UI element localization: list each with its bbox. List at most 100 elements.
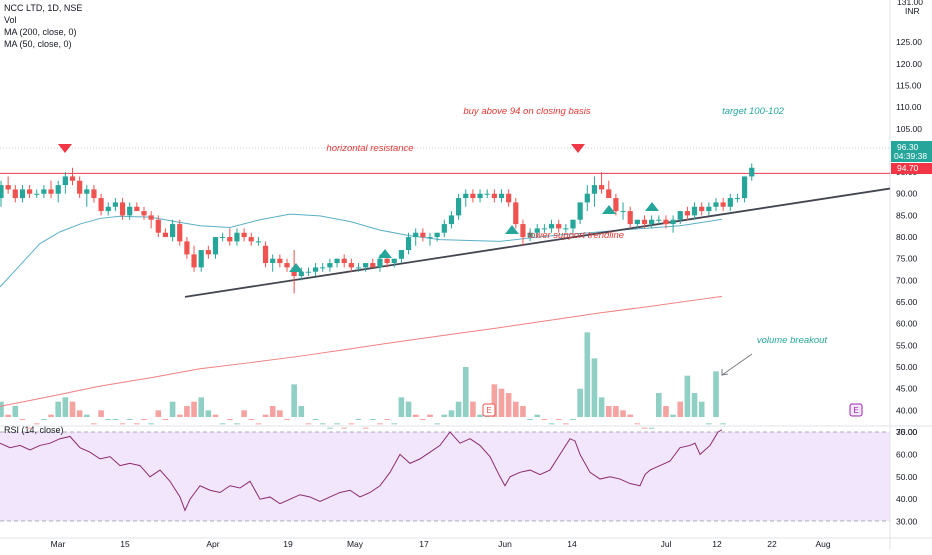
time-axis-label: Jun bbox=[498, 539, 512, 549]
volume-bar bbox=[219, 423, 226, 425]
volume-bar bbox=[191, 401, 197, 417]
candle-body bbox=[691, 206, 698, 216]
resistance-price-value: 94.70 bbox=[897, 163, 919, 173]
rsi-legend-label[interactable]: RSI (14, close) bbox=[4, 425, 64, 435]
rsi-axis-tick: 60.00 bbox=[896, 449, 918, 459]
volume-bar bbox=[648, 427, 655, 429]
volume-bar bbox=[334, 423, 340, 425]
candle-body bbox=[270, 258, 276, 264]
legend-symbol[interactable]: NCC LTD, 1D, NSE bbox=[4, 3, 83, 13]
volume-bar bbox=[0, 401, 4, 417]
volume-bar bbox=[462, 367, 469, 417]
candle-body bbox=[548, 224, 555, 229]
volume-bar bbox=[706, 423, 712, 425]
candle-body bbox=[527, 232, 533, 238]
support-touch-marker bbox=[289, 263, 303, 272]
candle-body bbox=[112, 202, 118, 207]
volume-bar bbox=[398, 397, 405, 417]
candle-body bbox=[341, 258, 347, 264]
legend-volume[interactable]: Vol bbox=[4, 15, 17, 25]
time-axis-label: Aug bbox=[815, 539, 830, 549]
time-axis-label: Jul bbox=[661, 539, 672, 549]
candle-body bbox=[334, 258, 340, 264]
volume-bar bbox=[119, 423, 126, 425]
price-axis-tick: 120.00 bbox=[896, 59, 922, 69]
volume-bar bbox=[412, 414, 419, 417]
candle-body bbox=[591, 185, 598, 194]
candle-body bbox=[384, 258, 390, 264]
resistance-touch-marker bbox=[571, 144, 585, 153]
candle-body bbox=[420, 232, 426, 238]
time-axis-label: May bbox=[347, 539, 364, 549]
time-axis-label: 22 bbox=[767, 539, 777, 549]
candle-body bbox=[391, 258, 397, 264]
volume-bar bbox=[370, 419, 376, 421]
volume-bar bbox=[19, 419, 26, 421]
candle-body bbox=[162, 232, 169, 238]
candle-body bbox=[19, 189, 26, 199]
volume-bar bbox=[176, 414, 183, 417]
volume-bar bbox=[241, 410, 247, 417]
volume-bar bbox=[327, 427, 333, 429]
target-note: target 100-102 bbox=[722, 106, 785, 117]
volume-bar bbox=[520, 406, 526, 417]
candle-body bbox=[534, 228, 540, 233]
candle-body bbox=[448, 215, 455, 225]
volume-bar bbox=[591, 358, 598, 417]
candle-body bbox=[470, 193, 476, 199]
volume-bar bbox=[48, 414, 54, 417]
time-axis-label: Mar bbox=[51, 539, 66, 549]
candle-body bbox=[0, 185, 4, 199]
volume-bar bbox=[255, 423, 262, 425]
candle-body bbox=[170, 224, 176, 238]
volume-bar bbox=[269, 406, 276, 417]
volume-bar bbox=[305, 423, 312, 425]
volume-bar bbox=[341, 427, 347, 429]
volume-bar bbox=[98, 410, 104, 417]
candle-body bbox=[370, 263, 376, 268]
price-axis-tick: 90.00 bbox=[896, 189, 918, 199]
rsi-axis-tick: 30.00 bbox=[896, 517, 918, 527]
chart-legend: NCC LTD, 1D, NSE Vol MA (200, close, 0) … bbox=[4, 2, 82, 50]
volume-bar bbox=[76, 410, 83, 417]
candle-body bbox=[77, 180, 83, 194]
volume-bar bbox=[548, 423, 555, 425]
volume-bar bbox=[670, 414, 676, 417]
candle-body bbox=[699, 206, 705, 212]
candle-body bbox=[463, 193, 469, 199]
candle-body bbox=[234, 232, 240, 242]
volume-bar bbox=[41, 419, 47, 421]
candle-body bbox=[105, 206, 111, 212]
volume-bar bbox=[198, 397, 204, 417]
candle-body bbox=[69, 176, 76, 181]
volume-bar bbox=[491, 384, 498, 417]
resistance-touch-marker bbox=[58, 144, 72, 153]
candle-body bbox=[177, 224, 183, 242]
earnings-event-marker[interactable] bbox=[482, 403, 496, 417]
candle-body bbox=[577, 202, 583, 220]
earnings-event-marker[interactable] bbox=[849, 403, 863, 417]
price-axis-tick-top: 131.00 bbox=[897, 0, 923, 7]
candle-body bbox=[48, 189, 54, 194]
volume-bar bbox=[162, 419, 169, 421]
candle-body bbox=[427, 237, 433, 239]
candle-body bbox=[627, 211, 633, 225]
candle-body bbox=[620, 211, 626, 213]
volume-bar bbox=[513, 401, 519, 417]
candle-body bbox=[248, 237, 254, 242]
legend-ma50[interactable]: MA (50, close, 0) bbox=[4, 39, 72, 49]
support-trendline[interactable] bbox=[184, 187, 891, 298]
volume-bar bbox=[627, 414, 633, 417]
legend-ma200[interactable]: MA (200, close, 0) bbox=[4, 27, 77, 37]
candle-body bbox=[62, 176, 68, 186]
candle-body bbox=[506, 193, 512, 203]
price-axis-tick: 80.00 bbox=[896, 232, 918, 242]
volume-bar bbox=[641, 427, 648, 429]
volume-bar bbox=[598, 397, 605, 417]
candle-body bbox=[127, 206, 133, 216]
volume-bar bbox=[470, 401, 476, 417]
candle-body bbox=[91, 189, 97, 199]
candle-body bbox=[613, 198, 619, 212]
